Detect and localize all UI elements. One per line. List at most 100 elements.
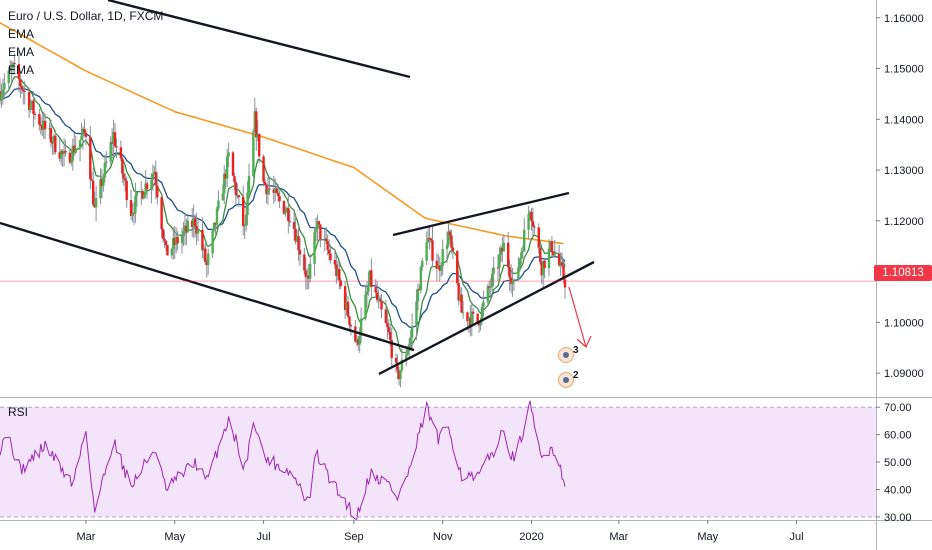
- candle-body: [221, 193, 224, 201]
- candle-body: [523, 229, 526, 252]
- time-tick-label: Mar: [609, 531, 628, 543]
- candle-body: [553, 253, 557, 256]
- candle-body: [517, 267, 520, 280]
- candle-body: [161, 229, 165, 239]
- candle-body: [396, 362, 399, 371]
- rsi-label: RSI: [8, 405, 29, 419]
- candle-body: [241, 197, 245, 226]
- candle-body: [389, 331, 392, 340]
- candle-body: [0, 93, 3, 101]
- candle-body: [20, 86, 24, 90]
- last-price-tag: 1.10813: [874, 265, 932, 281]
- candle-body: [339, 280, 342, 287]
- channel-upper-trendline[interactable]: [107, 0, 411, 79]
- candle-body: [202, 248, 206, 251]
- candle-body: [552, 252, 555, 256]
- candle-body: [345, 301, 348, 310]
- candle-body: [145, 183, 149, 190]
- time-tick-label: Sep: [344, 531, 364, 543]
- rsi-line: [0, 400, 566, 520]
- candle-body: [557, 253, 561, 266]
- candle-body: [390, 339, 393, 358]
- candle-body: [333, 259, 337, 265]
- candle-body: [91, 180, 95, 205]
- candle-body: [537, 227, 540, 248]
- wedge-upper-trendline[interactable]: [392, 191, 570, 237]
- candle-body: [244, 215, 248, 226]
- candle-body: [346, 301, 350, 317]
- candle-body: [8, 69, 12, 71]
- price-tick-label: 1.15000: [884, 64, 924, 76]
- trendlines[interactable]: [0, 0, 595, 376]
- channel-lower-trendline[interactable]: [0, 221, 415, 352]
- candle-body: [7, 70, 10, 84]
- candle-body: [297, 236, 300, 251]
- candle-body: [329, 253, 332, 260]
- candle-body: [17, 64, 21, 80]
- candle-body: [441, 249, 444, 267]
- candle-body: [378, 299, 382, 302]
- candle-body: [440, 266, 443, 271]
- candle-body: [211, 230, 214, 254]
- ema-fast-line: [0, 76, 566, 354]
- candle-body: [460, 294, 463, 313]
- candle-body: [39, 124, 42, 126]
- candle-body: [502, 242, 506, 252]
- rsi-tick-label: 30.00: [884, 512, 912, 524]
- candle-body: [196, 229, 200, 234]
- candle-body: [521, 251, 524, 253]
- candle-body: [183, 225, 187, 232]
- candle-body: [134, 195, 137, 214]
- candle-body: [358, 335, 361, 345]
- candle-body: [319, 224, 322, 240]
- candle-body: [511, 280, 514, 284]
- candle-body: [243, 225, 246, 227]
- candle-body: [306, 275, 309, 278]
- candle-body: [236, 195, 239, 197]
- candle-body: [42, 120, 45, 130]
- candle-body: [288, 221, 291, 223]
- rsi-path: [0, 400, 566, 520]
- candle-body: [479, 320, 482, 326]
- candle-body: [19, 79, 22, 87]
- candle-body: [3, 83, 6, 90]
- candles: [0, 51, 567, 388]
- candle-body: [71, 145, 75, 161]
- wedge-lower-trendline[interactable]: [378, 260, 595, 376]
- time-tick-label: Jul: [257, 531, 271, 543]
- candle-body: [294, 228, 297, 242]
- candle-body: [225, 156, 229, 179]
- candle-body: [142, 194, 146, 199]
- candle-body: [191, 220, 194, 227]
- candle-body: [84, 132, 88, 137]
- price-tick-label: 1.12000: [884, 216, 924, 228]
- candle-body: [83, 128, 86, 133]
- candle-body: [428, 237, 431, 239]
- candle-body: [399, 370, 402, 380]
- ema-fast-path: [0, 76, 566, 354]
- legend-ema-3: EMA: [8, 63, 35, 77]
- candle-body: [48, 128, 51, 130]
- candle-body: [131, 212, 134, 216]
- candle-body: [317, 221, 321, 225]
- candle-body: [215, 208, 219, 225]
- candle-body: [94, 198, 98, 208]
- candle-body: [560, 262, 564, 266]
- candle-body: [11, 63, 15, 68]
- candle-body: [476, 313, 479, 323]
- candle-body: [426, 237, 430, 243]
- candle-body: [110, 142, 114, 144]
- event-badge-2[interactable]: 2: [558, 370, 580, 390]
- candle-body: [437, 265, 440, 269]
- event-badge-3[interactable]: 3: [558, 345, 580, 365]
- candle-body: [336, 269, 340, 276]
- candle-body: [115, 146, 118, 148]
- candle-body: [316, 221, 319, 230]
- candle-body: [154, 171, 158, 186]
- candle-body: [23, 91, 26, 93]
- candle-body: [102, 177, 105, 186]
- candle-body: [170, 248, 174, 256]
- time-tick-label: Jul: [790, 531, 804, 543]
